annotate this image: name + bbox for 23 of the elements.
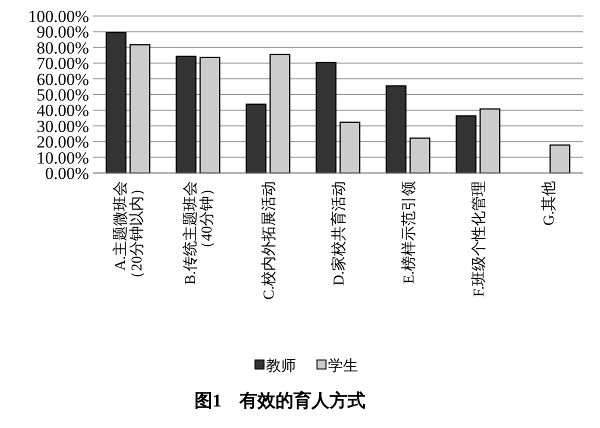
bar <box>130 44 150 174</box>
x-tick-label: D.家校共育活动 <box>330 181 348 286</box>
bar <box>386 85 406 174</box>
x-tick-label: A.主题微班会（20分钟以内） <box>112 181 146 286</box>
bar <box>270 54 290 174</box>
bar <box>106 32 126 174</box>
text: 图1 有效的育人方式 <box>194 389 366 410</box>
x-tick-label: G.其他 <box>540 181 558 226</box>
x-tick-label: C.校内外拓展活动 <box>260 181 278 300</box>
bar <box>246 104 266 174</box>
bar <box>176 56 196 174</box>
x-tick-label: B.传统主题班会（40分钟） <box>182 181 216 285</box>
bar <box>456 115 476 174</box>
bar <box>200 56 220 174</box>
x-tick-label: F.班级个性化管理 <box>470 181 488 297</box>
bar <box>316 62 336 174</box>
bar <box>340 122 360 174</box>
legend-label: 教师 <box>266 358 296 374</box>
bar <box>550 144 570 174</box>
bar <box>410 138 430 174</box>
x-tick-label: E.榜样示范引领 <box>400 181 418 284</box>
legend-label: 学生 <box>328 357 358 374</box>
bar <box>480 108 500 174</box>
